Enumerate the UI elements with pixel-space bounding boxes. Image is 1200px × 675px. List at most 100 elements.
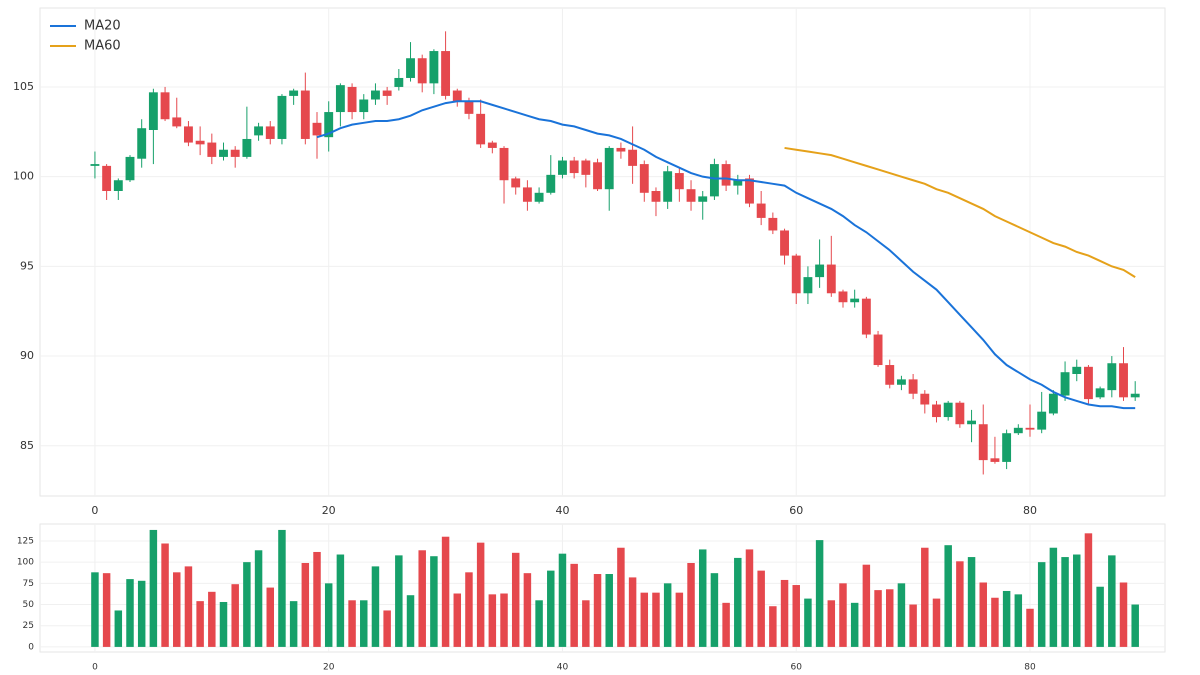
volume-bar	[254, 550, 263, 647]
candle-body	[230, 149, 240, 157]
x-tick-label: 80	[1023, 504, 1037, 517]
candle-body	[102, 165, 112, 191]
volume-bar	[769, 606, 777, 647]
legend-label: MA20	[84, 19, 121, 34]
candle-body	[815, 264, 825, 278]
volume-bar	[126, 579, 134, 647]
candle-body	[452, 90, 462, 102]
plot-frame	[39, 523, 1166, 653]
candle-body	[908, 379, 918, 394]
candle-body	[476, 113, 486, 145]
volume-bar	[91, 572, 99, 647]
volume-bar	[804, 598, 812, 647]
volume-bar	[698, 549, 707, 647]
x-tick-label: 80	[1024, 663, 1036, 673]
candle-body	[207, 142, 217, 157]
volume-bar	[967, 557, 976, 647]
candle-body	[920, 393, 930, 405]
volume-bar	[324, 583, 333, 647]
volume-bar	[453, 593, 462, 647]
volume-bar	[722, 602, 730, 647]
candle-body	[896, 379, 906, 385]
x-tick-label: 60	[789, 504, 803, 517]
candle-body	[417, 58, 427, 84]
candle-body	[394, 77, 404, 87]
x-tick-label: 0	[92, 663, 98, 673]
volume-bar	[757, 570, 765, 647]
volume-bar	[921, 547, 929, 647]
volume-bar	[652, 592, 660, 647]
volume-bar	[780, 579, 789, 647]
volume-bar	[1061, 557, 1069, 647]
candle-body	[1119, 363, 1128, 398]
volume-bar	[862, 564, 871, 647]
volume-bar	[1037, 562, 1046, 647]
volume-bar	[839, 583, 847, 647]
volume-bar	[1014, 594, 1023, 647]
plot-frame	[39, 7, 1166, 497]
volume-bar	[897, 583, 906, 647]
candle-body	[499, 147, 509, 181]
volume-bar	[196, 601, 204, 647]
candle-body	[686, 189, 696, 202]
candle-body	[184, 126, 193, 143]
candle-body	[616, 147, 626, 152]
volume-bar	[979, 582, 987, 647]
candle-body	[265, 126, 275, 139]
candle-body	[90, 164, 100, 166]
candle-body	[487, 142, 497, 148]
volume-bar	[593, 574, 602, 647]
volume-bar	[570, 563, 578, 647]
candle-body	[850, 298, 860, 303]
volume-bar	[734, 557, 742, 647]
candle-body	[359, 99, 369, 113]
volume-bar	[465, 572, 473, 647]
ma-line	[784, 146, 1136, 278]
candle-body	[663, 171, 673, 202]
candle-body	[639, 164, 649, 193]
candle-body	[709, 164, 719, 197]
x-tick-label: 20	[322, 504, 336, 517]
volume-bar	[1002, 590, 1011, 647]
volume-bar	[348, 600, 356, 647]
candle-body	[1013, 427, 1023, 434]
volume-bar	[511, 552, 520, 647]
candle-body	[511, 178, 521, 188]
candle-body	[780, 230, 789, 256]
y-tick-label: 105	[13, 80, 34, 93]
volume-bar	[710, 573, 719, 647]
volume-bar	[1073, 554, 1081, 647]
volume-bar	[184, 566, 193, 647]
volume-bar	[441, 536, 450, 647]
volume-bar	[383, 610, 391, 647]
y-tick-label: 75	[23, 579, 34, 589]
candle-body	[464, 101, 474, 114]
y-tick-label: 50	[23, 600, 35, 610]
candle-body	[955, 402, 965, 425]
candle-body	[406, 58, 415, 78]
candle-body	[733, 180, 743, 186]
candle-body	[873, 334, 883, 366]
volume-bar	[1026, 608, 1034, 647]
candle-body	[137, 128, 147, 159]
volume-bar	[395, 555, 403, 647]
volume-bar	[640, 592, 649, 647]
volume-bar	[663, 583, 672, 647]
volume-bar	[278, 529, 286, 647]
candle-body	[160, 92, 170, 120]
volume-bar	[476, 542, 485, 647]
candle-body	[219, 149, 228, 157]
candle-body	[125, 156, 135, 181]
volume-bar	[605, 574, 613, 647]
candle-body	[674, 173, 684, 190]
volume-bar	[675, 592, 684, 647]
candle-body	[1060, 372, 1070, 396]
volume-bar	[488, 594, 497, 647]
volume-bar	[371, 566, 380, 647]
candle-body	[791, 255, 801, 294]
volume-bar	[137, 580, 146, 647]
candle-body	[569, 160, 579, 174]
candle-body	[628, 149, 638, 166]
y-tick-label: 100	[13, 170, 34, 183]
